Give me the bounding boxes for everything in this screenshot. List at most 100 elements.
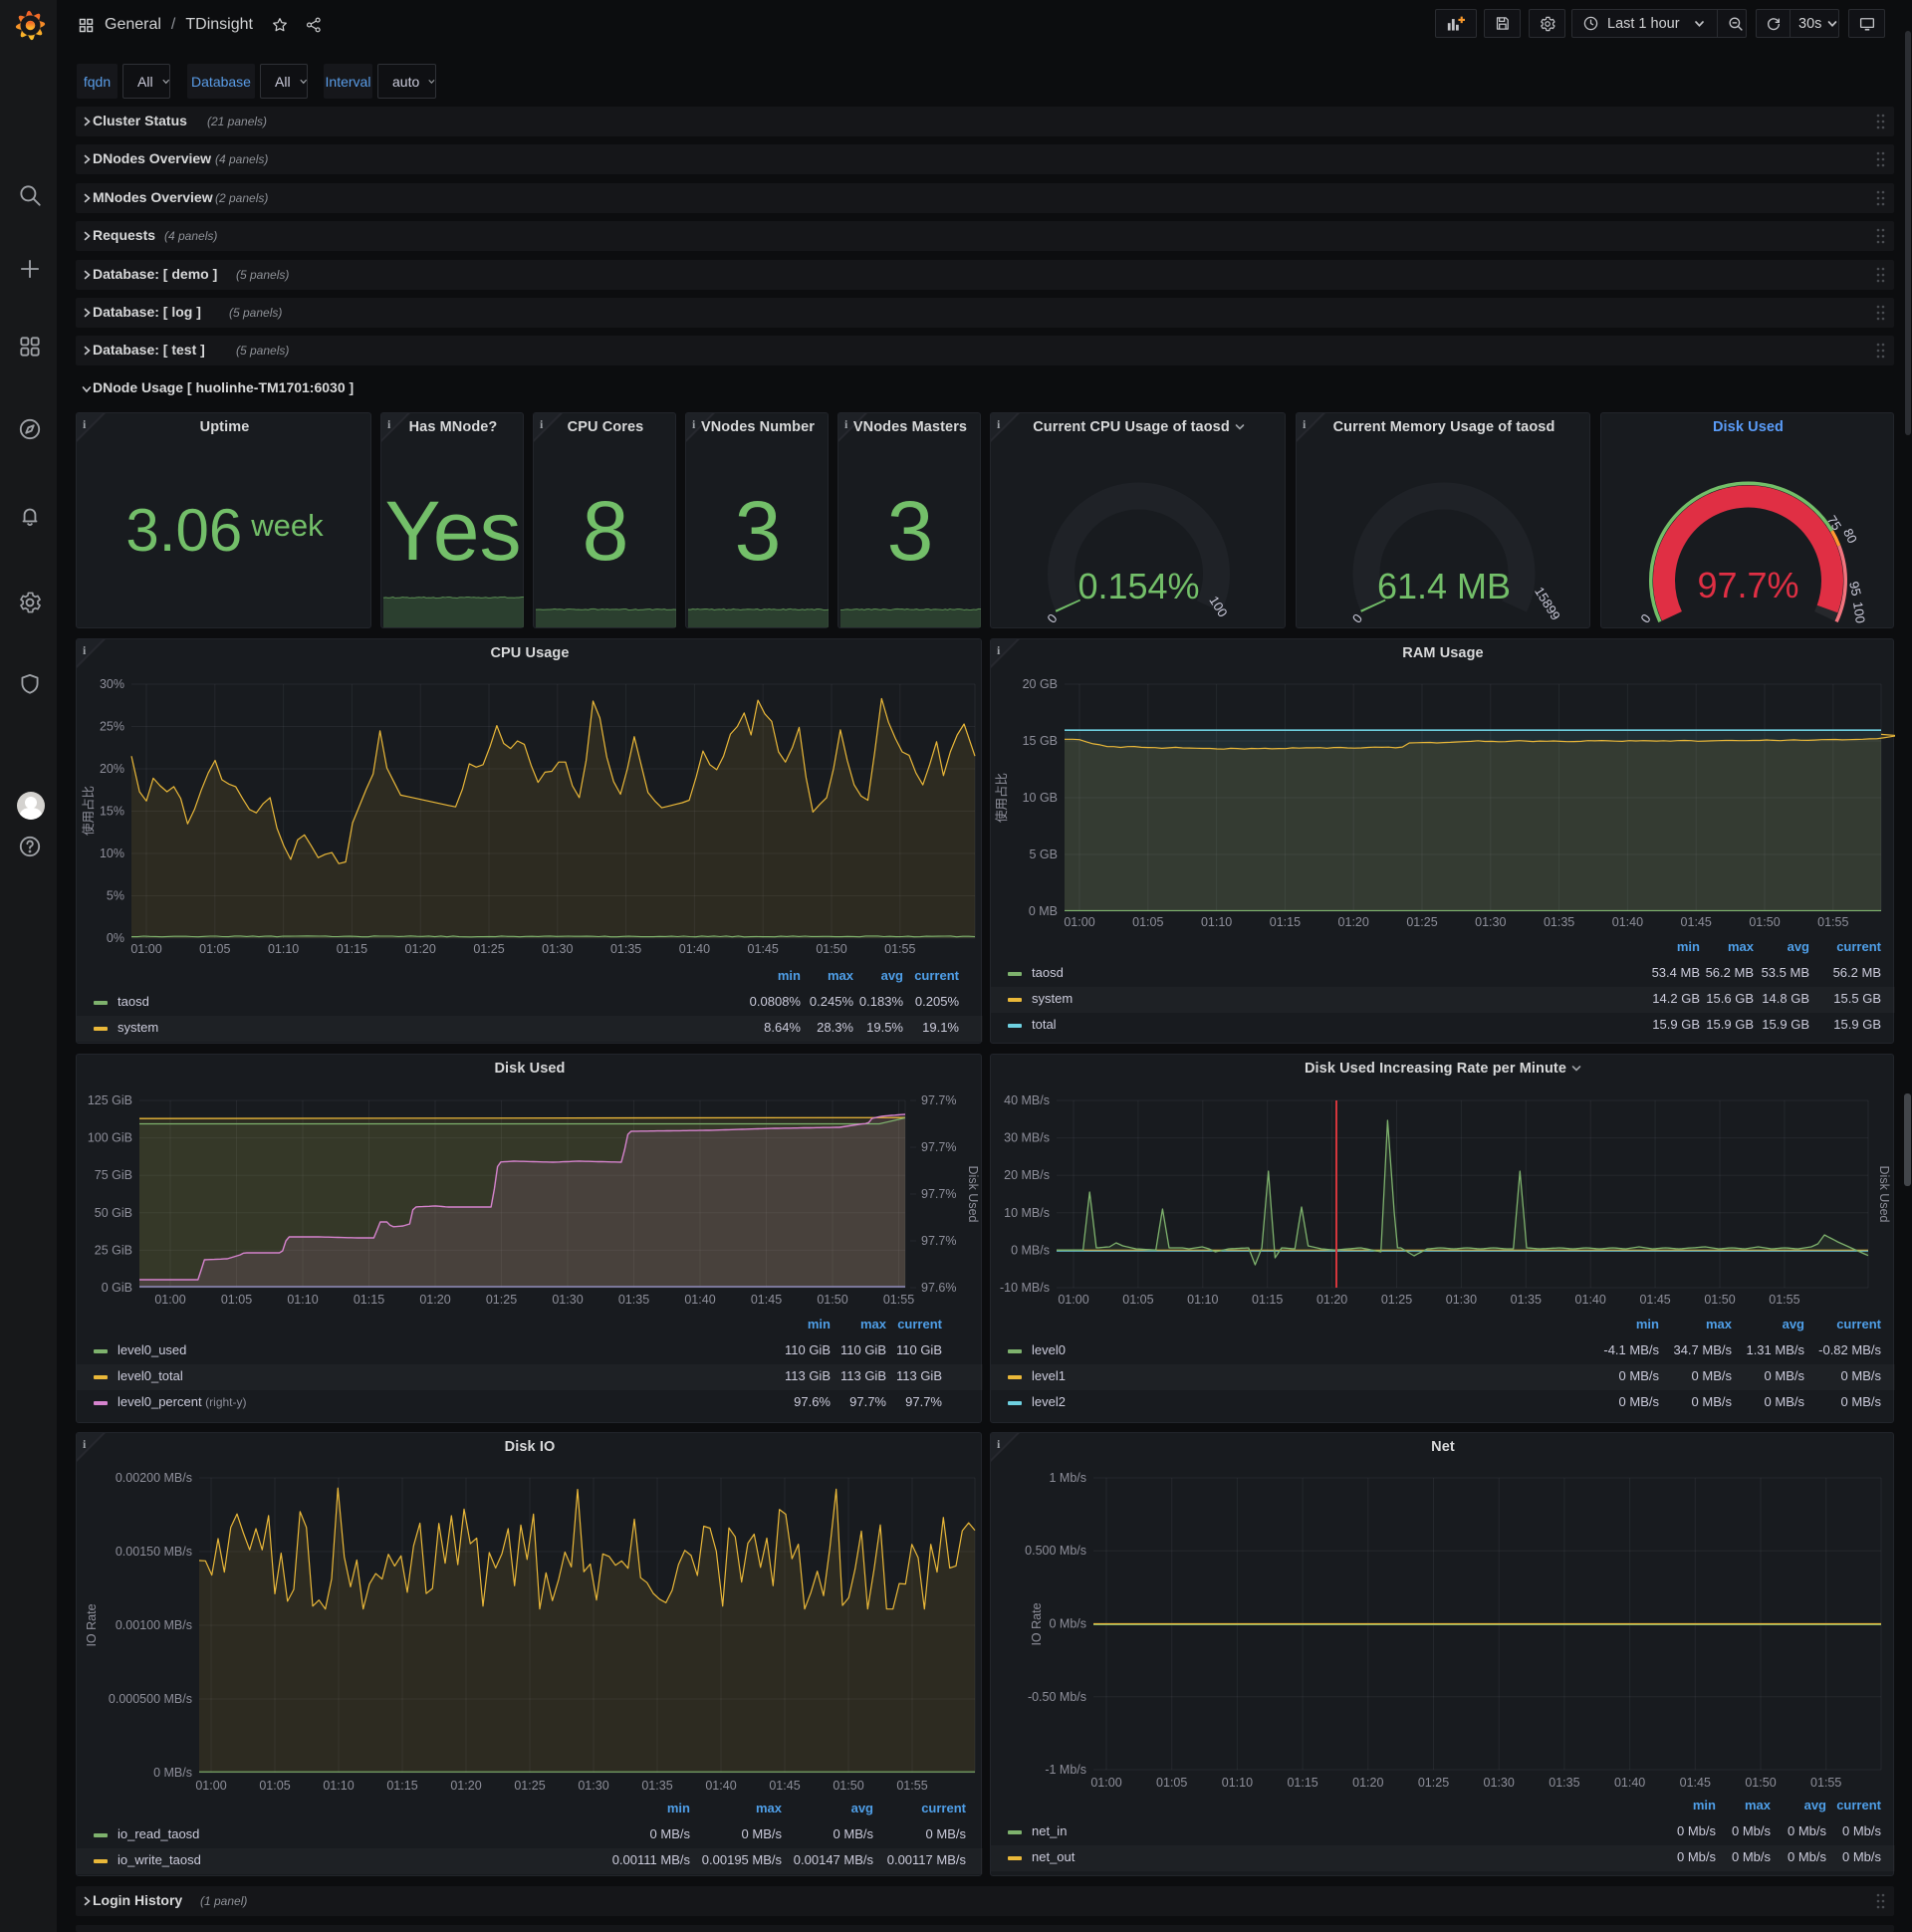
svg-text:15 GB: 15 GB (1023, 734, 1058, 748)
svg-text:01:15: 01:15 (386, 1779, 417, 1793)
svg-text:0.00100 MB/s: 0.00100 MB/s (116, 1618, 192, 1632)
svg-text:97.7%: 97.7% (1697, 565, 1798, 605)
svg-text:61.4 MB: 61.4 MB (1377, 566, 1511, 606)
svg-text:i: i (83, 417, 87, 431)
svg-text:01:10: 01:10 (323, 1779, 354, 1793)
svg-text:50 GiB: 50 GiB (95, 1206, 132, 1220)
svg-text:100 GiB: 100 GiB (88, 1131, 132, 1145)
svg-text:01:25: 01:25 (514, 1779, 545, 1793)
svg-text:97.6%: 97.6% (921, 1281, 956, 1295)
svg-text:01:20: 01:20 (419, 1293, 450, 1307)
svg-text:0: 0 (1044, 610, 1060, 625)
svg-text:IO Rate: IO Rate (1030, 1602, 1044, 1645)
svg-text:01:10: 01:10 (1187, 1293, 1218, 1307)
svg-text:01:35: 01:35 (1511, 1293, 1542, 1307)
svg-text:01:50: 01:50 (1745, 1776, 1776, 1790)
svg-text:i: i (540, 417, 544, 431)
svg-text:01:55: 01:55 (896, 1779, 927, 1793)
svg-text:01:05: 01:05 (221, 1293, 252, 1307)
svg-text:01:00: 01:00 (1058, 1293, 1088, 1307)
svg-text:10 GB: 10 GB (1023, 791, 1058, 805)
svg-text:01:45: 01:45 (751, 1293, 782, 1307)
svg-text:01:10: 01:10 (287, 1293, 318, 1307)
svg-text:01:15: 01:15 (1270, 915, 1301, 929)
svg-text:01:25: 01:25 (473, 942, 504, 956)
svg-text:0.000500 MB/s: 0.000500 MB/s (109, 1692, 192, 1706)
svg-text:01:35: 01:35 (1549, 1776, 1579, 1790)
svg-text:01:30: 01:30 (1446, 1293, 1477, 1307)
svg-text:0 GiB: 0 GiB (102, 1281, 132, 1295)
svg-text:01:15: 01:15 (354, 1293, 384, 1307)
svg-text:01:30: 01:30 (578, 1779, 608, 1793)
svg-text:01:35: 01:35 (618, 1293, 649, 1307)
svg-text:01:30: 01:30 (552, 1293, 583, 1307)
svg-text:01:20: 01:20 (1316, 1293, 1347, 1307)
svg-text:01:00: 01:00 (154, 1293, 185, 1307)
svg-text:20%: 20% (100, 762, 124, 776)
svg-text:01:05: 01:05 (1122, 1293, 1153, 1307)
svg-text:01:05: 01:05 (1156, 1776, 1187, 1790)
svg-text:0: 0 (1349, 610, 1365, 625)
svg-text:01:15: 01:15 (1252, 1293, 1283, 1307)
svg-text:01:45: 01:45 (1681, 915, 1712, 929)
svg-text:01:00: 01:00 (195, 1779, 226, 1793)
svg-text:i: i (83, 643, 87, 657)
svg-text:01:45: 01:45 (748, 942, 779, 956)
svg-text:15%: 15% (100, 805, 124, 819)
svg-text:0.154%: 0.154% (1077, 566, 1199, 606)
svg-text:01:55: 01:55 (883, 1293, 914, 1307)
svg-text:01:30: 01:30 (1484, 1776, 1515, 1790)
svg-text:01:40: 01:40 (1614, 1776, 1645, 1790)
svg-text:30%: 30% (100, 677, 124, 691)
svg-text:20 MB/s: 20 MB/s (1004, 1168, 1050, 1182)
svg-text:01:15: 01:15 (1287, 1776, 1317, 1790)
svg-text:01:55: 01:55 (884, 942, 915, 956)
svg-text:使用占比: 使用占比 (994, 773, 1009, 823)
svg-text:01:05: 01:05 (1132, 915, 1163, 929)
svg-text:01:55: 01:55 (1817, 915, 1848, 929)
svg-text:使用占比: 使用占比 (81, 786, 96, 836)
svg-text:01:20: 01:20 (450, 1779, 481, 1793)
svg-text:10%: 10% (100, 846, 124, 860)
svg-text:01:20: 01:20 (405, 942, 436, 956)
svg-text:0 MB: 0 MB (1029, 904, 1058, 918)
svg-text:0.500 Mb/s: 0.500 Mb/s (1025, 1544, 1086, 1558)
svg-text:01:05: 01:05 (199, 942, 230, 956)
svg-text:-1 Mb/s: -1 Mb/s (1045, 1763, 1086, 1777)
svg-text:75: 75 (1824, 513, 1844, 533)
svg-text:75 GiB: 75 GiB (95, 1168, 132, 1182)
svg-text:i: i (997, 643, 1001, 657)
svg-text:01:00: 01:00 (1064, 915, 1094, 929)
svg-text:5%: 5% (107, 889, 124, 903)
svg-text:01:25: 01:25 (1418, 1776, 1449, 1790)
svg-text:10 MB/s: 10 MB/s (1004, 1206, 1050, 1220)
svg-text:01:10: 01:10 (1222, 1776, 1253, 1790)
svg-text:01:35: 01:35 (610, 942, 641, 956)
svg-text:0 MB/s: 0 MB/s (1011, 1243, 1050, 1257)
svg-text:20 GB: 20 GB (1023, 677, 1058, 691)
svg-text:97.7%: 97.7% (921, 1234, 956, 1248)
svg-text:01:40: 01:40 (679, 942, 710, 956)
svg-text:01:30: 01:30 (542, 942, 573, 956)
svg-text:01:45: 01:45 (1639, 1293, 1670, 1307)
svg-text:97.7%: 97.7% (921, 1187, 956, 1201)
svg-text:1 Mb/s: 1 Mb/s (1049, 1471, 1086, 1485)
svg-text:01:50: 01:50 (817, 1293, 847, 1307)
svg-text:01:15: 01:15 (337, 942, 367, 956)
svg-text:25 GiB: 25 GiB (95, 1243, 132, 1257)
svg-text:30 MB/s: 30 MB/s (1004, 1131, 1050, 1145)
svg-text:01:10: 01:10 (268, 942, 299, 956)
svg-text:01:05: 01:05 (259, 1779, 290, 1793)
svg-text:i: i (387, 417, 391, 431)
svg-text:0 Mb/s: 0 Mb/s (1049, 1617, 1086, 1631)
svg-text:01:25: 01:25 (1381, 1293, 1412, 1307)
svg-text:01:35: 01:35 (1544, 915, 1574, 929)
svg-text:i: i (1303, 417, 1307, 431)
svg-text:01:40: 01:40 (1612, 915, 1643, 929)
svg-text:15899: 15899 (1532, 585, 1563, 623)
svg-text:i: i (83, 1437, 87, 1451)
svg-text:01:35: 01:35 (641, 1779, 672, 1793)
svg-text:0%: 0% (107, 931, 124, 945)
svg-text:i: i (692, 417, 696, 431)
svg-text:01:10: 01:10 (1201, 915, 1232, 929)
